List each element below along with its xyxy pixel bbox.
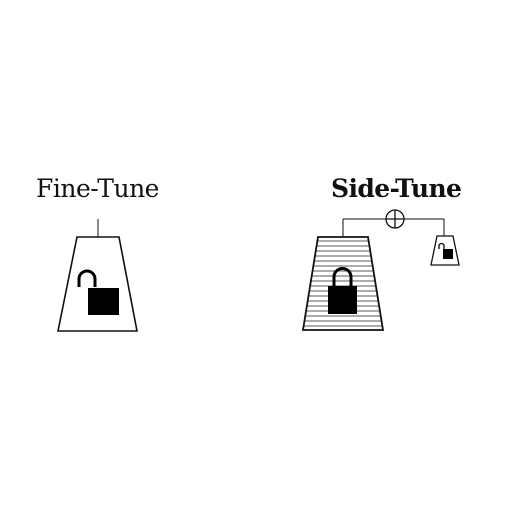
fine-tune-group xyxy=(57,219,138,332)
small-unlocked-padlock-icon xyxy=(438,242,453,259)
unlocked-padlock-icon xyxy=(77,269,119,315)
trapezoid-weight-icon xyxy=(57,236,138,332)
hatched-trapezoid-weight-icon xyxy=(301,236,385,331)
locked-padlock-icon xyxy=(328,267,357,314)
circled-plus-icon xyxy=(385,209,405,229)
side-tune-group xyxy=(301,209,460,331)
side-tune-label: Side-Tune xyxy=(331,174,462,203)
fine-tune-label: Fine-Tune xyxy=(36,174,159,203)
